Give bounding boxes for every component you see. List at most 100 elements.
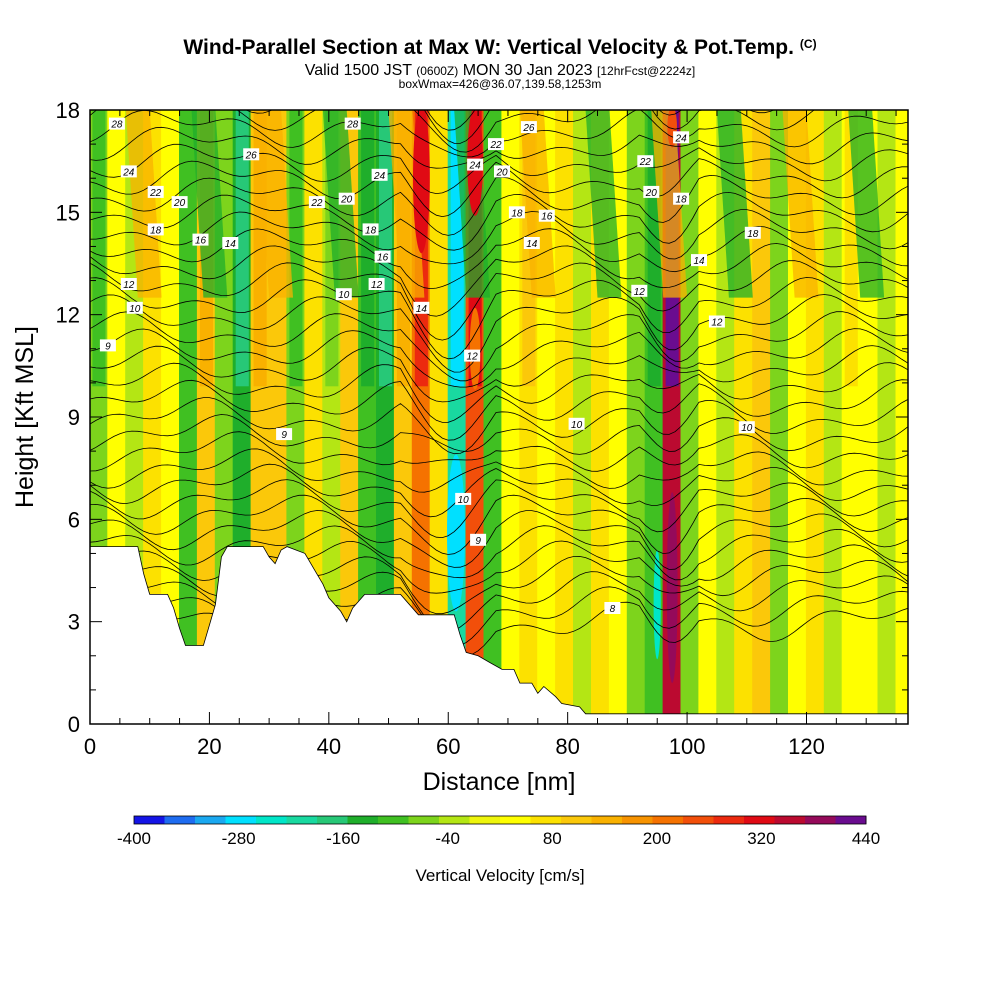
field-band xyxy=(782,110,819,298)
contour-label-bg xyxy=(335,288,352,301)
contour-label-bg xyxy=(508,206,525,219)
contour-label-text: 20 xyxy=(495,167,508,178)
contour-label: 10 xyxy=(738,421,755,434)
colorbar-swatch xyxy=(683,816,714,824)
field-column-upper xyxy=(629,110,643,387)
colorbar-tick-label: -160 xyxy=(326,829,360,848)
theta-contour xyxy=(90,525,908,581)
contour-label: 18 xyxy=(744,226,761,240)
contour-label-text: 26 xyxy=(522,123,535,134)
colorbar-title: Vertical Velocity [cm/s] xyxy=(415,866,584,885)
contour-label: 16 xyxy=(374,250,391,264)
colorbar-swatch xyxy=(195,816,226,824)
field-core xyxy=(447,454,465,612)
field-column-upper xyxy=(504,110,518,387)
contour-label-text: 20 xyxy=(173,198,186,209)
theta-contour xyxy=(90,479,908,539)
field-column-upper xyxy=(432,110,446,387)
contour-label-bg xyxy=(738,421,755,434)
contour-label: 14 xyxy=(413,301,430,315)
contour-label-text: 14 xyxy=(416,304,428,315)
contour-label-text: 24 xyxy=(373,171,386,182)
colorbar-swatch xyxy=(591,816,623,824)
chart-subtitle: Valid 1500 JST (0600Z) MON 30 Jan 2023 [… xyxy=(0,62,1000,80)
contour-label: 14 xyxy=(691,254,707,267)
contour-label: 20 xyxy=(171,196,188,209)
contour-label-text: 10 xyxy=(571,420,583,431)
contour-label-text: 18 xyxy=(747,229,759,240)
field-column-upper xyxy=(611,110,625,387)
contour-label-text: 16 xyxy=(195,236,207,247)
contour-label-text: 28 xyxy=(346,120,359,131)
subtitle-utc: (0600Z) xyxy=(416,64,459,78)
contour-label-text: 12 xyxy=(634,287,646,298)
colorbar-swatch xyxy=(286,816,318,824)
theta-contour xyxy=(90,174,908,236)
contour-label-bg xyxy=(708,315,725,328)
field-band xyxy=(848,110,885,298)
subtitle-forecast: [12hrFcst@2224z] xyxy=(597,64,696,78)
contour-label: 22 xyxy=(308,196,325,209)
contour-label: 28 xyxy=(108,117,125,131)
theta-contour xyxy=(90,277,908,360)
theta-contour xyxy=(90,448,908,493)
contour-label: 24 xyxy=(371,168,388,182)
contour-label-text: 24 xyxy=(675,133,688,144)
contour-label: 20 xyxy=(338,192,355,206)
contour-label: 9 xyxy=(276,428,293,441)
theta-contour xyxy=(90,397,908,455)
y-tick-label: 3 xyxy=(68,610,80,635)
contour-label: 14 xyxy=(222,237,239,250)
contour-label-text: 22 xyxy=(489,140,502,151)
contour-label-bg xyxy=(744,226,761,239)
contour-label-text: 18 xyxy=(676,195,688,206)
colorbar-swatch xyxy=(835,816,867,824)
colorbar-frame xyxy=(133,815,867,825)
contour-label-bg xyxy=(568,417,585,430)
contour-label: 10 xyxy=(126,301,143,315)
x-tick-label: 0 xyxy=(84,734,96,759)
contour-label-text: 10 xyxy=(741,423,753,434)
contour-label: 12 xyxy=(631,284,648,298)
contour-label-bg xyxy=(470,533,487,546)
field-column-upper xyxy=(808,110,822,387)
colorbar-swatch xyxy=(164,816,196,824)
colorbar-swatch xyxy=(805,816,836,824)
contour-label-text: 14 xyxy=(693,256,705,267)
y-axis-label: Height [Kft MSL] xyxy=(11,326,39,508)
contour-label-bg xyxy=(374,250,391,263)
contour-label-bg xyxy=(523,237,540,249)
contour-label-text: 18 xyxy=(365,225,377,236)
colorbar-swatch xyxy=(317,816,348,824)
contour-label: 10 xyxy=(568,417,585,431)
contour-label: 10 xyxy=(335,288,352,301)
contour-label-bg xyxy=(222,237,239,249)
theta-contour xyxy=(90,463,908,518)
field-band xyxy=(519,110,556,298)
contour-label-text: 24 xyxy=(469,161,482,172)
contour-label-text: 12 xyxy=(123,280,135,291)
field-core xyxy=(666,492,678,684)
contour-label-bg xyxy=(192,233,209,246)
contour-label: 26 xyxy=(520,121,537,134)
colorbar-swatch xyxy=(439,816,470,824)
contour-label-bg xyxy=(604,602,621,614)
colorbar-swatch xyxy=(774,816,806,824)
colorbar-tick-label: 80 xyxy=(543,829,562,848)
field-core xyxy=(469,307,481,390)
contour-label: 26 xyxy=(243,148,260,161)
contour-label-bg xyxy=(494,165,510,178)
subtitle-valid: Valid 1500 JST xyxy=(304,62,412,79)
contour-label: 8 xyxy=(604,602,621,615)
contour-label: 20 xyxy=(643,185,660,199)
field-column-upper xyxy=(182,110,196,387)
contour-label-text: 26 xyxy=(245,150,258,161)
colorbar-swatch xyxy=(256,816,287,824)
field-column-upper xyxy=(164,110,178,387)
contour-label-text: 22 xyxy=(310,198,323,209)
field-band xyxy=(125,110,162,298)
colorbar-tick-label: -400 xyxy=(117,829,151,848)
contour-label-text: 28 xyxy=(110,120,123,131)
contour-label: 12 xyxy=(464,349,481,363)
contour-label-text: 14 xyxy=(526,239,538,250)
